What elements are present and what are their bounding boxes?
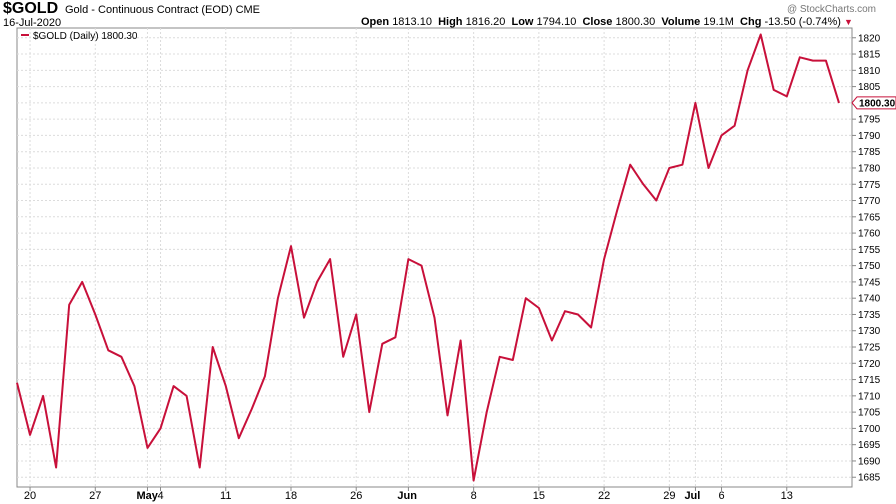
y-tick-label: 1705	[858, 408, 881, 419]
y-tick-label: 1815	[858, 50, 881, 61]
x-tick-label: Jun	[397, 490, 417, 502]
y-tick-label: 1715	[858, 375, 881, 386]
legend-label: $GOLD (Daily) 1800.30	[33, 31, 138, 42]
x-tick-label: 27	[89, 490, 101, 502]
y-tick-label: 1760	[858, 229, 881, 240]
y-tick-label: 1710	[858, 391, 881, 402]
y-tick-label: 1745	[858, 277, 881, 288]
y-tick-label: 1775	[858, 180, 881, 191]
exchange-label: CME	[235, 4, 261, 16]
x-tick-label: 15	[533, 490, 545, 502]
y-tick-label: 1720	[858, 359, 881, 370]
chart-date: 16-Jul-2020	[3, 17, 62, 29]
y-tick-label: 1740	[858, 294, 881, 305]
x-tick-label: 29	[663, 490, 675, 502]
x-tick-label: 8	[471, 490, 477, 502]
last-value-tag	[851, 96, 896, 110]
y-tick-label: 1690	[858, 456, 881, 467]
y-tick-label: 1820	[858, 33, 881, 44]
y-tick-label: 1700	[858, 424, 881, 435]
y-tick-label: 1780	[858, 163, 881, 174]
x-tick-label: Jul	[684, 490, 700, 502]
y-tick-label: 1805	[858, 82, 881, 93]
y-tick-label: 1735	[858, 310, 881, 321]
y-tick-label: 1795	[858, 115, 881, 126]
y-tick-label: 1765	[858, 212, 881, 223]
change-down-icon: ▼	[844, 17, 853, 27]
y-tick-label: 1725	[858, 343, 881, 354]
last-value-label: 1800.30	[859, 98, 896, 109]
y-tick-label: 1790	[858, 131, 881, 142]
x-tick-label: 11	[220, 490, 231, 502]
y-tick-label: 1810	[858, 66, 881, 77]
x-tick-label: 20	[24, 490, 36, 502]
x-tick-label: 13	[781, 490, 793, 502]
ohlc-readout: Open 1813.10 High 1816.20 Low 1794.10 Cl…	[361, 16, 853, 28]
instrument-name: Gold - Continuous Contract (EOD) CME	[65, 4, 261, 16]
x-tick-label: 6	[718, 490, 724, 502]
x-tick-label: 22	[598, 490, 610, 502]
plot-area	[16, 27, 853, 488]
y-tick-label: 1755	[858, 245, 881, 256]
x-tick-label: 18	[285, 490, 297, 502]
symbol-title: $GOLD	[3, 0, 59, 17]
x-tick-label: 4	[157, 490, 163, 502]
y-tick-label: 1695	[858, 440, 881, 451]
series-line	[16, 33, 840, 482]
chart-header: $GOLD Gold - Continuous Contract (EOD) C…	[0, 0, 896, 29]
x-tick-label: 26	[350, 490, 362, 502]
y-tick-label: 1685	[858, 473, 881, 484]
y-tick-label: 1750	[858, 261, 881, 272]
y-tick-label: 1785	[858, 147, 881, 158]
watermark: @ StockCharts.com	[786, 4, 876, 15]
y-tick-label: 1770	[858, 196, 881, 207]
x-tick-label: May	[136, 490, 158, 502]
y-tick-label: 1730	[858, 326, 881, 337]
